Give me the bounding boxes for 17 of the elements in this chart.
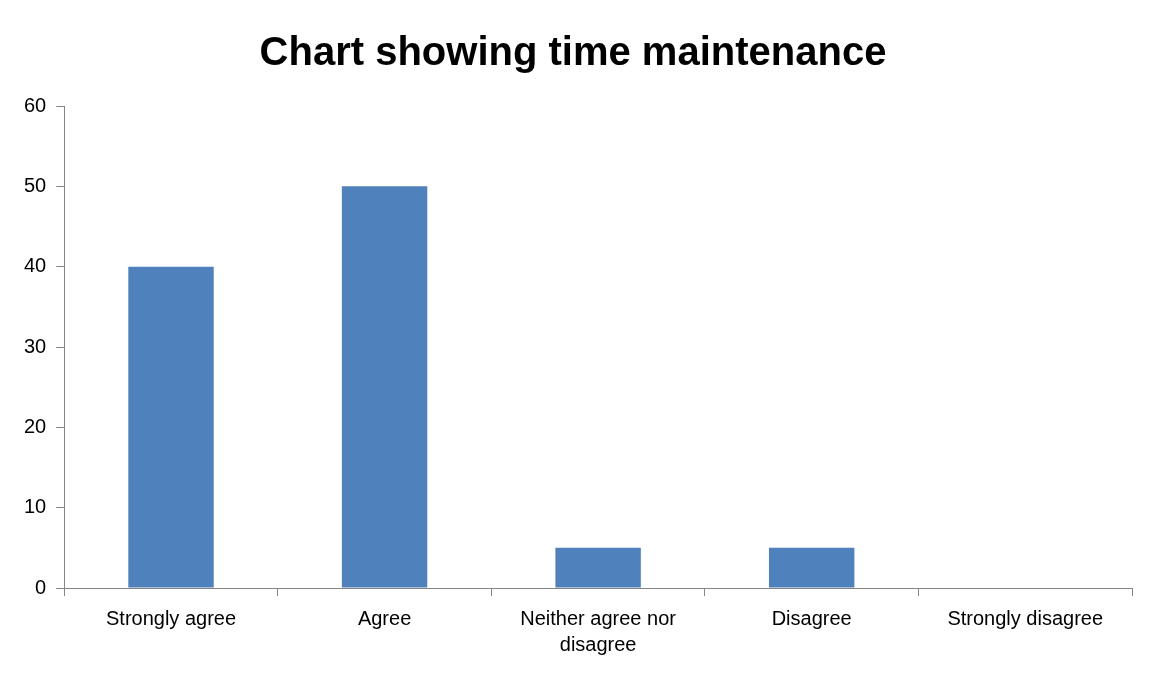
bar (128, 266, 214, 588)
bar (768, 547, 855, 588)
x-tick-label: Disagree (771, 606, 852, 629)
y-tick-label: 0 (35, 575, 47, 598)
y-tick-label: 40 (24, 254, 47, 277)
x-tick-label: Agree (357, 606, 412, 629)
y-tick-label: 50 (24, 173, 47, 196)
x-tick-label: Strongly disagree (947, 606, 1104, 629)
x-tick-label: Strongly agree (105, 606, 237, 629)
chart-title: Chart showing time maintenance (259, 29, 887, 74)
y-tick-label: 20 (24, 414, 47, 437)
bar (341, 186, 428, 588)
bar (555, 547, 641, 588)
x-tick-label: Neither agree nor disagree (520, 606, 677, 655)
y-tick-label: 60 (24, 93, 47, 116)
y-tick-label: 10 (24, 495, 47, 518)
y-tick-label: 30 (24, 334, 47, 357)
